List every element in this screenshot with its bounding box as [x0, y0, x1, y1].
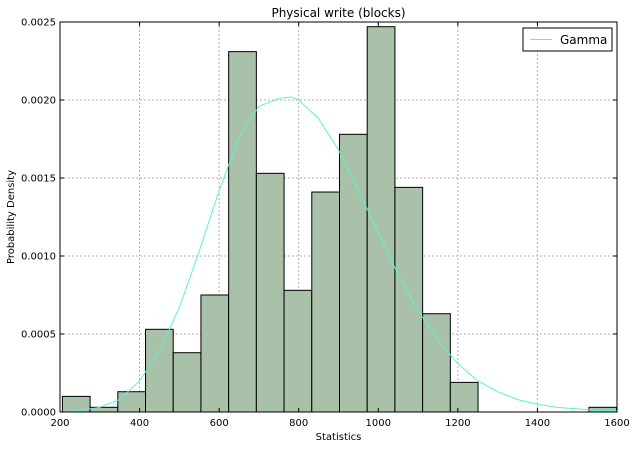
- y-axis-ticks: 0.0000 0.0005 0.0010 0.0015 0.0020 0.0025: [21, 18, 617, 419]
- histogram-bars: [61, 26, 618, 413]
- gamma-curve-layer: [62, 96, 617, 413]
- x-axis-ticks: 200 400 600 800 1000 1200 1400 1600: [50, 22, 630, 429]
- histogram-bar: [422, 313, 451, 413]
- histogram-bar: [228, 51, 257, 413]
- gamma-curve: [62, 96, 617, 413]
- histogram-bar: [172, 352, 202, 413]
- histogram-bar: [200, 294, 230, 413]
- histogram-bar: [117, 391, 147, 413]
- legend-label-gamma: Gamma: [560, 33, 607, 47]
- x-tick-label: 1200: [445, 418, 470, 429]
- x-tick-label: 800: [289, 418, 308, 429]
- x-tick-label: 400: [130, 418, 149, 429]
- chart-title: Physical write (blocks): [271, 6, 405, 20]
- x-tick-label: 1000: [366, 418, 391, 429]
- y-tick-label: 0.0020: [21, 96, 56, 107]
- x-tick-label: 1400: [525, 418, 550, 429]
- histogram-bar: [394, 186, 424, 413]
- legend: Gamma: [522, 27, 613, 52]
- histogram-bar: [255, 172, 285, 413]
- y-axis-label: Probability Density: [6, 170, 17, 264]
- histogram-bar: [283, 289, 313, 413]
- histogram-bar: [145, 328, 174, 413]
- x-tick-label: 200: [50, 418, 69, 429]
- y-tick-label: 0.0005: [21, 330, 56, 341]
- histogram-bar: [311, 191, 340, 413]
- y-tick-label: 0.0025: [21, 18, 56, 29]
- x-tick-label: 1600: [604, 418, 629, 429]
- y-tick-label: 0.0015: [21, 174, 56, 185]
- legend-box: [522, 27, 613, 52]
- x-tick-label: 600: [210, 418, 229, 429]
- x-axis-label: Statistics: [316, 432, 362, 443]
- y-tick-label: 0.0000: [21, 408, 56, 419]
- y-tick-label: 0.0010: [21, 252, 56, 263]
- histogram-bar: [449, 381, 479, 413]
- histogram-bar: [366, 26, 396, 413]
- axes-frame: [59, 21, 618, 413]
- histogram-bar: [338, 133, 368, 413]
